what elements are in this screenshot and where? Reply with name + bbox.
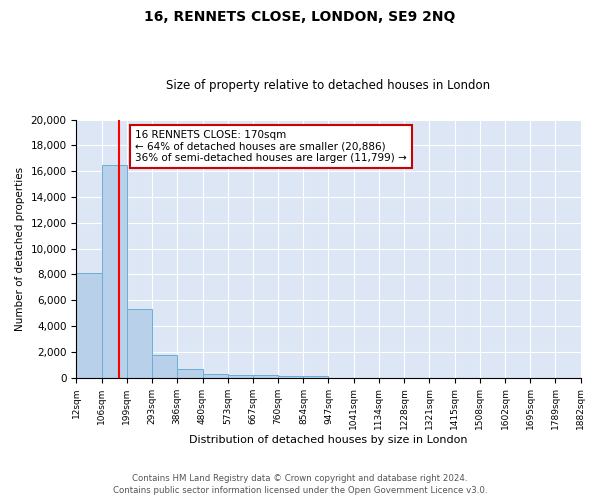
Text: 16, RENNETS CLOSE, LONDON, SE9 2NQ: 16, RENNETS CLOSE, LONDON, SE9 2NQ xyxy=(145,10,455,24)
Title: Size of property relative to detached houses in London: Size of property relative to detached ho… xyxy=(166,79,491,92)
Bar xyxy=(253,375,278,378)
Bar xyxy=(177,368,203,378)
Bar xyxy=(278,376,304,378)
Bar xyxy=(152,355,177,378)
Bar xyxy=(304,376,328,378)
Bar xyxy=(203,374,227,378)
Bar xyxy=(102,164,127,378)
Text: Contains HM Land Registry data © Crown copyright and database right 2024.
Contai: Contains HM Land Registry data © Crown c… xyxy=(113,474,487,495)
Y-axis label: Number of detached properties: Number of detached properties xyxy=(15,166,25,330)
Bar xyxy=(127,309,152,378)
X-axis label: Distribution of detached houses by size in London: Distribution of detached houses by size … xyxy=(189,435,468,445)
Bar xyxy=(76,273,102,378)
Bar xyxy=(227,375,253,378)
Text: 16 RENNETS CLOSE: 170sqm
← 64% of detached houses are smaller (20,886)
36% of se: 16 RENNETS CLOSE: 170sqm ← 64% of detach… xyxy=(135,130,407,163)
